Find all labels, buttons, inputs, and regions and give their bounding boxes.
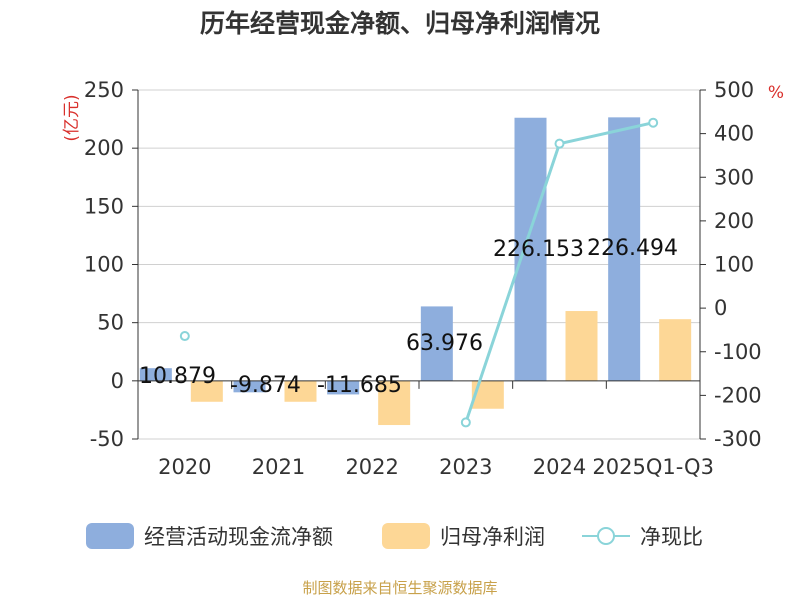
y-left-tick-label: 0	[111, 369, 124, 393]
legend-label-operating-cash-flow: 经营活动现金流净额	[144, 525, 333, 549]
y-left-unit: (亿元)	[62, 94, 82, 141]
legend-item-cash-ratio[interactable]: 净现比	[582, 518, 703, 554]
y-right-tick-label: -200	[714, 383, 762, 407]
legend-swatch-net-profit	[382, 523, 430, 549]
line-segment-cash-ratio	[464, 143, 561, 423]
data-label-operating-cash-flow: -9.874	[230, 373, 301, 398]
legend-swatch-cash-ratio	[582, 523, 630, 549]
x-tick-label: 2020	[158, 455, 211, 479]
line-point-cash-ratio	[179, 331, 190, 342]
y-right-tick-label: -100	[714, 340, 762, 364]
bar-net-profit	[284, 380, 317, 402]
legend-item-net-profit[interactable]: 归母净利润	[382, 518, 545, 554]
y-right-tick-label: 0	[714, 296, 727, 320]
line-segment-cash-ratio	[559, 121, 654, 146]
y-left-tick-label: 50	[97, 311, 124, 335]
y-right-tick-label: 200	[714, 209, 754, 233]
data-label-operating-cash-flow: 10.879	[139, 364, 216, 389]
line-point-cash-ratio	[460, 417, 471, 428]
bar-net-profit	[659, 319, 692, 381]
bar-operating-cash-flow	[139, 368, 172, 381]
y-right-tick-label: 400	[714, 122, 754, 146]
y-right-tick-label: 300	[714, 165, 754, 189]
legend-item-operating-cash-flow[interactable]: 经营活动现金流净额	[86, 518, 333, 554]
data-label-operating-cash-flow: 226.494	[587, 236, 678, 261]
legend-label-net-profit: 归母净利润	[440, 525, 545, 549]
bar-operating-cash-flow	[233, 380, 266, 393]
y-left-tick-label: 250	[84, 78, 124, 102]
y-left-tick-label: 200	[84, 136, 124, 160]
data-label-operating-cash-flow: 63.976	[406, 331, 483, 356]
x-tick-label: 2021	[252, 455, 305, 479]
data-label-operating-cash-flow: -11.685	[317, 373, 402, 398]
data-label-operating-cash-flow: 226.153	[493, 237, 584, 262]
y-right-unit: %	[768, 83, 784, 103]
bar-net-profit	[378, 380, 411, 426]
legend: 经营活动现金流净额 归母净利润 净现比	[0, 518, 800, 554]
bar-operating-cash-flow	[420, 306, 453, 381]
line-point-cash-ratio	[648, 117, 659, 128]
chart-title: 历年经营现金净额、归母净利润情况	[199, 9, 600, 38]
x-tick-label: 2023	[439, 455, 492, 479]
source-footer: 制图数据来自恒生聚源数据库	[302, 579, 498, 597]
y-right-tick-label: -300	[714, 427, 762, 451]
bar-operating-cash-flow	[608, 117, 641, 381]
x-tick-label: 2022	[345, 455, 398, 479]
line-point-cash-ratio	[554, 138, 565, 149]
bar-net-profit	[190, 380, 223, 402]
legend-label-cash-ratio: 净现比	[640, 525, 703, 549]
x-tick-label: 2025Q1-Q3	[592, 455, 714, 479]
y-left-tick-label: 150	[84, 194, 124, 218]
bar-operating-cash-flow	[514, 117, 547, 381]
legend-swatch-operating-cash-flow	[86, 523, 134, 549]
x-tick-label: 2024	[533, 455, 586, 479]
bar-operating-cash-flow	[327, 380, 360, 395]
y-right-tick-label: 100	[714, 253, 754, 277]
bar-net-profit	[565, 311, 598, 381]
y-right-tick-label: 500	[714, 78, 754, 102]
y-left-tick-label: -50	[90, 427, 124, 451]
y-left-tick-label: 100	[84, 253, 124, 277]
